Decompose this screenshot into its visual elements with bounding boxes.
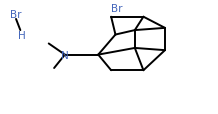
Text: Br: Br bbox=[10, 10, 22, 20]
Text: Br: Br bbox=[111, 4, 122, 14]
Text: N: N bbox=[61, 50, 69, 60]
Text: H: H bbox=[17, 30, 25, 40]
